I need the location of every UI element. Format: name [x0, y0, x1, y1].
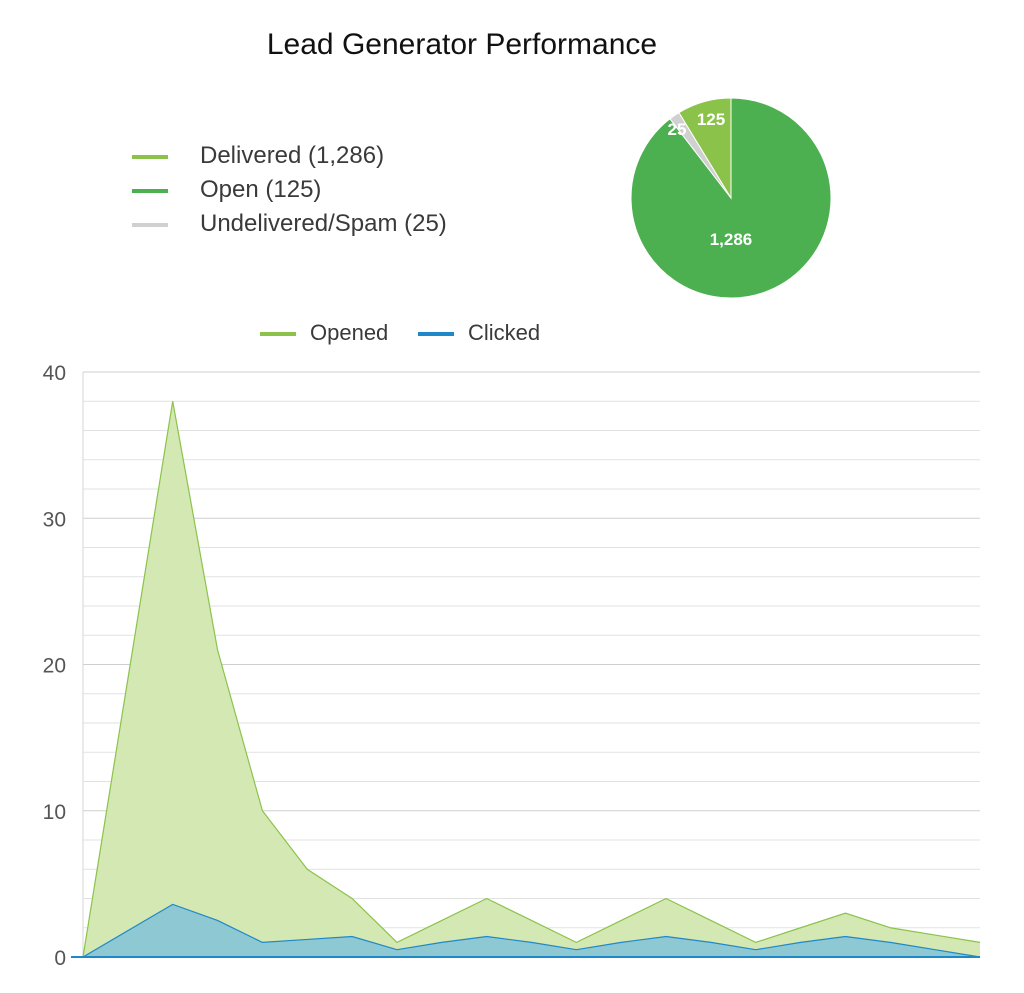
- legend-opened-swatch: [260, 332, 296, 336]
- legend-clicked-swatch: [418, 332, 454, 336]
- legend-delivered-label: Delivered (1,286): [200, 142, 385, 169]
- area-opened: [83, 401, 980, 957]
- pie-slice-delivered[interactable]: [678, 97, 732, 200]
- chart-title: Lead Generator Performance: [266, 28, 658, 61]
- area-clicked: [83, 904, 980, 957]
- legend-spam-label: Undelivered/Spam (25): [200, 210, 447, 237]
- pie-label-undelivered-spam: 25: [668, 120, 687, 139]
- y-tick-label: 0: [54, 947, 66, 970]
- legend-opened-label: Opened: [310, 320, 389, 345]
- y-tick-label: 40: [43, 362, 66, 385]
- pie-label-delivered: 125: [697, 110, 725, 129]
- line-opened[interactable]: [82, 401, 981, 958]
- y-tick-label: 30: [43, 508, 66, 531]
- legend-open-swatch: [132, 189, 168, 193]
- y-tick-label: 10: [43, 801, 66, 824]
- legend-delivered-swatch: [132, 155, 168, 159]
- line-clicked[interactable]: [82, 903, 981, 958]
- legend-clicked-label: Clicked: [468, 320, 541, 345]
- pie-label-open: 1,286: [710, 230, 753, 249]
- y-tick-label: 20: [43, 655, 66, 678]
- legend-spam-swatch: [132, 223, 168, 227]
- legend-open-label: Open (125): [200, 176, 322, 203]
